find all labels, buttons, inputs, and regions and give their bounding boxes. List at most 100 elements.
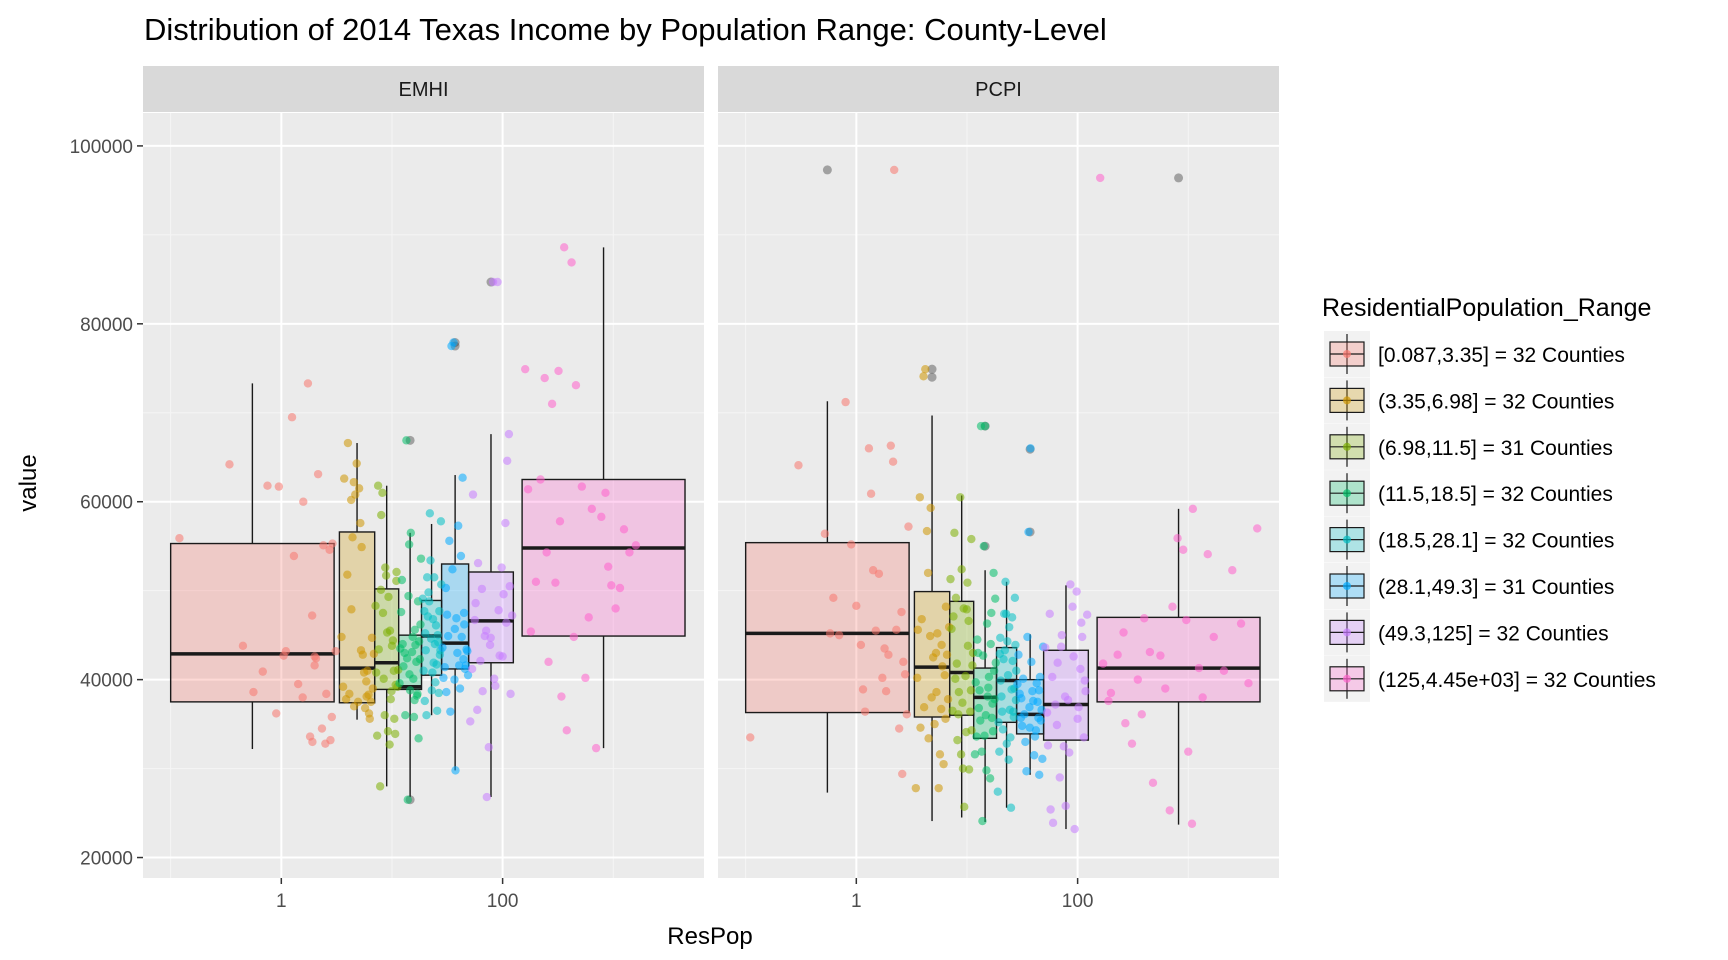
legend-key-point xyxy=(1343,674,1351,683)
data-point xyxy=(986,639,995,649)
data-point xyxy=(995,747,1004,756)
data-point xyxy=(967,534,976,544)
x-axis-label: ResPop xyxy=(667,923,752,950)
data-point xyxy=(894,724,904,733)
data-point xyxy=(916,723,925,732)
data-point xyxy=(1030,732,1040,741)
data-point xyxy=(1017,694,1026,703)
legend-item: (125,4.45e+03] = 32 Counties xyxy=(1324,655,1656,702)
data-point xyxy=(886,441,896,450)
data-point xyxy=(951,593,961,602)
data-point xyxy=(470,615,479,625)
data-point xyxy=(1165,806,1174,815)
y-tick-label: 40000 xyxy=(80,671,133,692)
data-point xyxy=(860,707,870,716)
data-point xyxy=(466,717,475,726)
data-point xyxy=(325,545,334,554)
data-point xyxy=(960,802,969,812)
data-point xyxy=(368,684,378,693)
data-point xyxy=(416,620,425,629)
data-point xyxy=(349,702,359,711)
legend-title: ResidentialPopulation_Range xyxy=(1322,294,1651,322)
data-point xyxy=(1018,674,1028,683)
data-point xyxy=(601,488,610,498)
data-point xyxy=(1081,686,1090,696)
data-point xyxy=(1156,651,1165,660)
data-point xyxy=(536,475,545,484)
data-point xyxy=(491,681,500,691)
data-point xyxy=(932,687,941,697)
data-point xyxy=(1011,640,1020,650)
legend-key-point xyxy=(1343,396,1351,405)
data-point xyxy=(913,625,923,635)
data-point xyxy=(396,607,406,617)
data-point xyxy=(1046,805,1055,814)
panel-pcpi: PCPI 1 100 xyxy=(718,66,1279,912)
data-point xyxy=(430,573,439,582)
data-point xyxy=(953,735,962,745)
data-point xyxy=(473,558,483,568)
data-point xyxy=(959,604,968,613)
data-point xyxy=(379,674,388,683)
data-point xyxy=(357,542,366,552)
data-point xyxy=(317,724,327,733)
legend-item: (3.35,6.98] = 32 Counties xyxy=(1324,377,1614,424)
x-tick-label: 1 xyxy=(276,891,287,912)
data-point xyxy=(1188,504,1198,514)
data-point xyxy=(892,625,901,635)
data-point xyxy=(935,750,945,759)
data-point xyxy=(504,429,514,439)
data-point xyxy=(1140,614,1149,623)
data-point xyxy=(878,673,887,683)
data-point xyxy=(615,583,625,593)
panel-background xyxy=(143,113,704,878)
data-point xyxy=(937,640,946,650)
data-point xyxy=(956,750,966,759)
data-point xyxy=(547,399,557,409)
data-point xyxy=(1079,733,1089,742)
data-point xyxy=(1025,703,1034,712)
data-point xyxy=(1006,803,1016,812)
data-point xyxy=(938,662,947,671)
data-point xyxy=(988,727,998,736)
data-point xyxy=(1145,647,1155,657)
data-point xyxy=(289,551,299,561)
data-point xyxy=(982,619,992,628)
data-point xyxy=(1198,693,1207,702)
data-point xyxy=(402,436,411,445)
legend-key-point xyxy=(1343,442,1351,451)
data-point xyxy=(912,673,922,683)
data-point xyxy=(904,522,913,531)
legend-label: (6.98,11.5] = 31 Counties xyxy=(1378,437,1613,460)
data-point xyxy=(890,165,899,175)
data-point xyxy=(399,662,408,671)
data-point xyxy=(825,629,835,638)
data-point xyxy=(388,636,398,645)
data-point xyxy=(1032,678,1041,688)
data-point xyxy=(919,703,929,712)
data-point xyxy=(555,517,565,526)
data-point xyxy=(432,706,442,715)
data-point xyxy=(327,712,337,722)
data-point xyxy=(477,584,487,594)
legend-key-point xyxy=(1343,350,1351,358)
data-point xyxy=(963,578,972,587)
facet-strip-label: PCPI xyxy=(975,79,1022,101)
data-point xyxy=(354,484,364,493)
data-point xyxy=(345,689,354,699)
data-point xyxy=(980,731,989,740)
data-point xyxy=(367,633,377,643)
data-point xyxy=(498,652,507,661)
data-point xyxy=(591,743,601,753)
legend-key-point xyxy=(1343,535,1351,544)
data-point xyxy=(313,469,323,479)
data-point xyxy=(308,737,317,747)
data-point xyxy=(521,364,530,374)
data-point xyxy=(978,651,988,660)
data-point xyxy=(425,509,435,518)
data-point xyxy=(841,397,850,407)
data-point xyxy=(1001,577,1010,586)
data-point xyxy=(922,526,932,536)
data-point xyxy=(523,485,533,494)
data-point xyxy=(1014,650,1023,659)
